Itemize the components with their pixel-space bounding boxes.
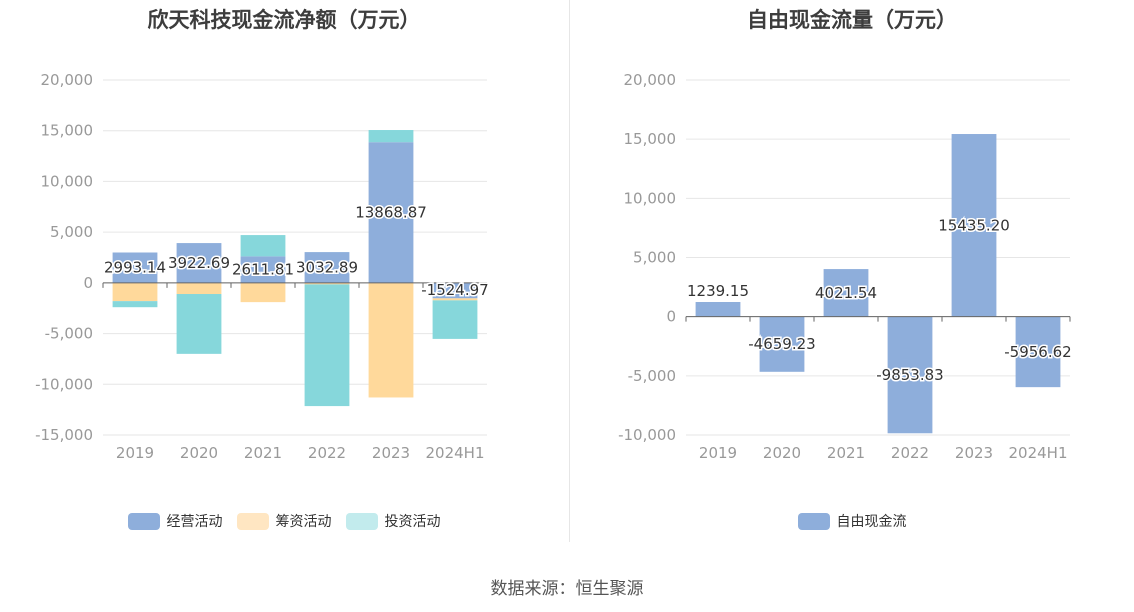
x-tick-label: 2020	[763, 444, 801, 462]
data-label: 15435.20	[938, 216, 1010, 234]
y-tick-label: 0	[83, 274, 93, 292]
legend-label: 筹资活动	[275, 514, 332, 530]
free-cash-flow-plot: -10,000 -5,000 0 5,000 10,000 15,000 20,000 201…	[618, 71, 1073, 462]
bar-financing	[304, 282, 350, 285]
legend-swatch-operating	[127, 512, 160, 530]
data-source: 数据来源：恒生聚源	[490, 579, 644, 599]
bar-investing	[368, 130, 414, 143]
bar-financing	[176, 282, 222, 295]
x-tick-label: 2022	[308, 444, 346, 462]
y-tick-label: 15,000	[41, 122, 94, 140]
panel-divider	[569, 0, 570, 542]
y-tick-label: 5,000	[50, 223, 93, 241]
y-tick-label: 15,000	[624, 130, 677, 148]
free-cash-flow-chart: 自由现金流量（万元） -10,000 -5,000 0 5,000 10,000 15,0…	[570, 0, 1134, 545]
data-label: 3922.69	[168, 254, 230, 272]
data-label: -9853.83	[876, 366, 943, 384]
data-label: 1239.15	[687, 282, 749, 300]
x-tick-label: 2021	[244, 444, 282, 462]
data-label: -1524.97	[421, 281, 488, 299]
y-tick-label: 0	[666, 308, 676, 326]
cash-flow-net-chart: 欣天科技现金流净额（万元） -15,000 -10,000 -5,000 0 5,000…	[0, 0, 568, 545]
bar-operating	[304, 252, 350, 283]
bar-investing	[112, 301, 158, 308]
x-tick-label: 2023	[372, 444, 410, 462]
x-tick-label: 2024H1	[426, 444, 485, 462]
x-tick-label: 2023	[955, 444, 993, 462]
bar-operating	[176, 243, 222, 283]
bar-financing	[432, 298, 478, 301]
legend: 经营活动 筹资活动 投资活动	[0, 511, 568, 531]
y-tick-label: 5,000	[633, 249, 676, 267]
bar-free	[1015, 316, 1061, 388]
x-tick-label: 2024H1	[1009, 444, 1068, 462]
bar-financing	[240, 282, 286, 303]
bar-operating	[432, 282, 478, 299]
legend-item-free-cash-flow[interactable]: 自由现金流	[797, 511, 907, 531]
legend-item-financing[interactable]: 筹资活动	[236, 511, 332, 531]
bar-operating	[368, 142, 414, 283]
data-label: -5956.62	[1004, 343, 1071, 361]
legend-label: 经营活动	[166, 514, 223, 530]
data-label: 2993.14	[104, 259, 166, 277]
y-tick-label: -10,000	[618, 426, 676, 444]
bar-investing	[304, 284, 350, 407]
data-label: -4659.23	[748, 335, 815, 353]
y-tick-label: 10,000	[41, 172, 94, 190]
bar-free	[951, 134, 997, 317]
y-tick-label: 20,000	[624, 71, 677, 89]
data-label: 13868.87	[355, 204, 427, 222]
data-label: 2611.81	[232, 261, 294, 279]
bar-financing	[368, 282, 414, 398]
legend-swatch-financing	[236, 512, 269, 530]
bar-financing	[112, 282, 158, 302]
bar-operating	[240, 256, 286, 283]
y-tick-label: 20,000	[41, 71, 94, 89]
y-tick-label: -5,000	[45, 325, 93, 343]
bar-free	[823, 269, 869, 317]
bar-free	[759, 316, 805, 372]
data-label: 4021.54	[815, 284, 877, 302]
legend-label: 投资活动	[384, 514, 441, 530]
x-tick-label: 2021	[827, 444, 865, 462]
chart-title: 欣天科技现金流净额（万元）	[147, 8, 421, 32]
legend-swatch-investing	[345, 512, 378, 530]
legend-label: 自由现金流	[836, 514, 907, 530]
bar-investing	[176, 294, 222, 354]
x-tick-label: 2022	[891, 444, 929, 462]
chart-title: 自由现金流量（万元）	[747, 8, 957, 32]
bar-investing	[432, 300, 478, 339]
bar-investing	[240, 235, 286, 257]
y-tick-label: -10,000	[35, 375, 93, 393]
cash-flow-net-plot: -15,000 -10,000 -5,000 0 5,000 10,000 15,000 20…	[35, 71, 490, 462]
legend-item-operating[interactable]: 经营活动	[127, 511, 223, 531]
bar-free	[695, 302, 741, 317]
y-tick-label: -15,000	[35, 426, 93, 444]
x-tick-label: 2020	[180, 444, 218, 462]
x-tick-label: 2019	[699, 444, 737, 462]
x-tick-label: 2019	[116, 444, 154, 462]
y-tick-label: 10,000	[624, 189, 677, 207]
legend-swatch-free-cash-flow	[797, 512, 830, 530]
legend: 自由现金流	[570, 511, 1134, 531]
legend-item-investing[interactable]: 投资活动	[345, 511, 441, 531]
data-label: 3032.89	[296, 258, 358, 276]
bar-operating	[112, 252, 158, 283]
y-tick-label: -5,000	[628, 367, 676, 385]
bar-free	[887, 316, 933, 434]
